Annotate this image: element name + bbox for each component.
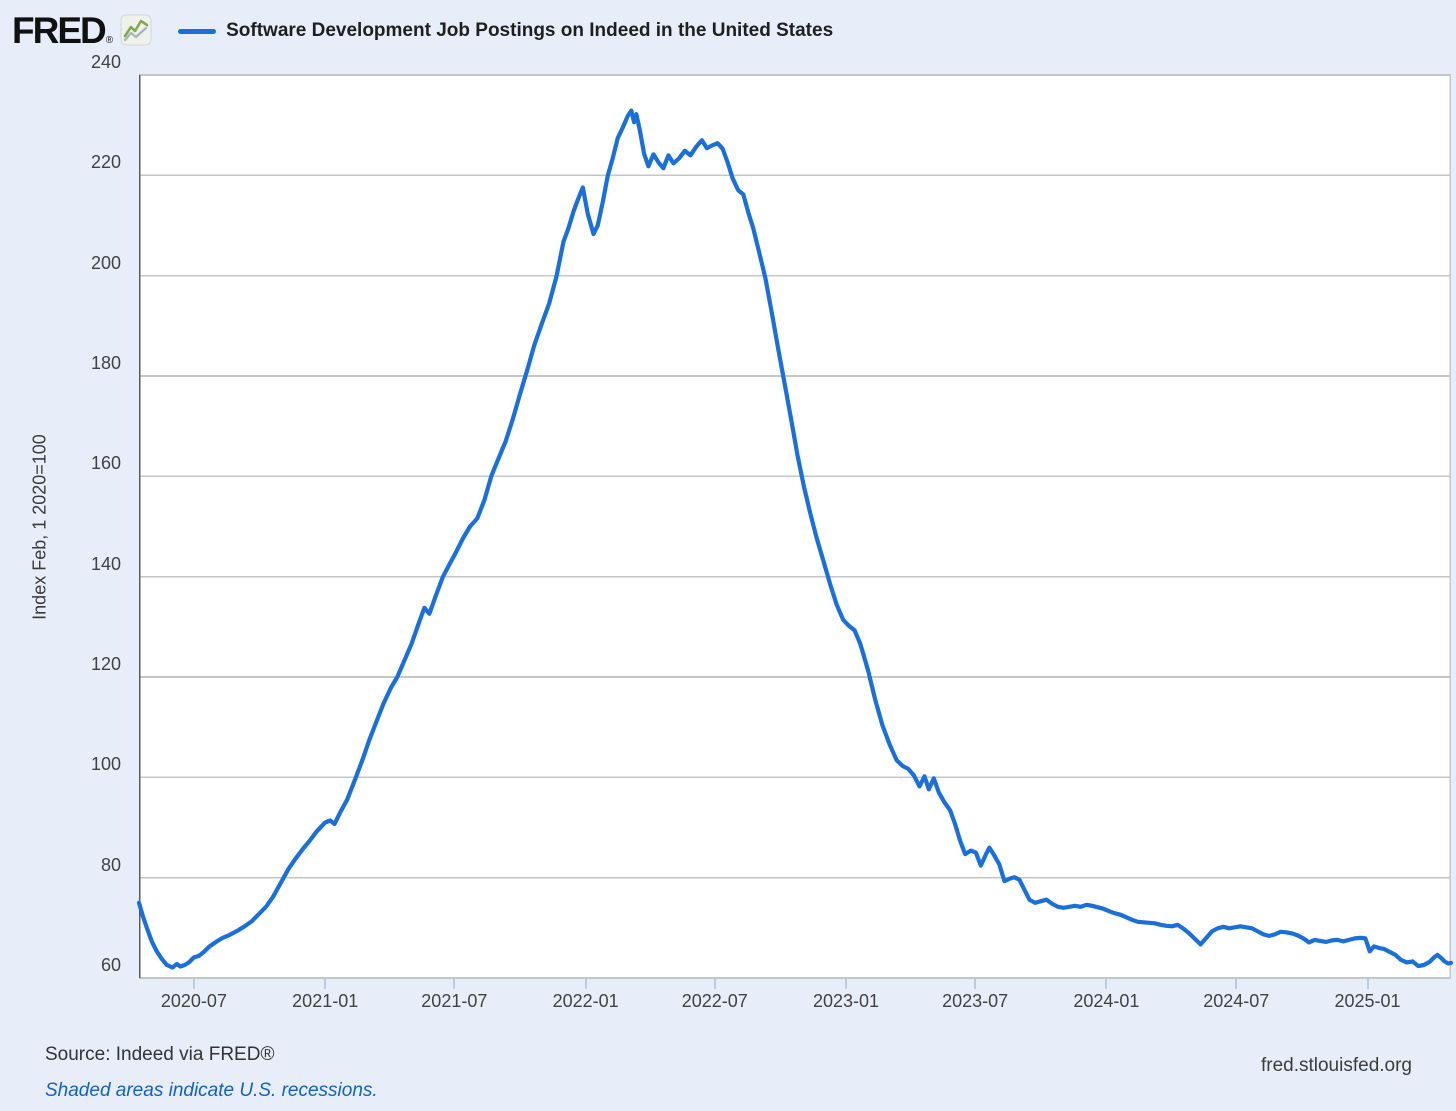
- data-line: [136, 108, 1454, 970]
- x-tick-mark: [453, 979, 456, 989]
- x-tick-mark: [192, 979, 195, 989]
- fred-sparkline-icon: [120, 14, 152, 46]
- x-tick-mark: [845, 979, 847, 989]
- y-tick-label: 120: [90, 654, 121, 674]
- y-tick-label: 220: [90, 152, 121, 173]
- y-tick-label: 160: [90, 453, 121, 474]
- x-tick-label: 2024-01: [1073, 991, 1140, 1011]
- x-tick-label: 2023-07: [942, 991, 1009, 1011]
- y-tick-label: 60: [100, 955, 121, 975]
- x-tick-mark: [1366, 979, 1369, 989]
- y-tick-label: 80: [100, 854, 121, 875]
- y-tick-label: 140: [90, 553, 121, 574]
- x-tick-label: 2022-07: [681, 991, 748, 1011]
- x-tick-mark: [1235, 979, 1238, 989]
- x-tick-mark: [584, 979, 587, 989]
- x-tick-mark: [713, 979, 716, 989]
- y-tick-label: 240: [90, 52, 121, 72]
- x-tick-label: 2022-01: [552, 991, 619, 1011]
- recessions-link[interactable]: Shaded areas indicate U.S. recessions.: [45, 1080, 378, 1101]
- x-tick-label: 2020-07: [160, 991, 227, 1011]
- registered-trademark: ®: [105, 35, 114, 46]
- legend: Software Development Job Postings on Ind…: [178, 20, 833, 42]
- x-tick-mark: [1105, 979, 1108, 989]
- y-tick-label: 200: [90, 252, 121, 273]
- legend-line-swatch: [178, 28, 217, 34]
- x-tick-label: 2021-01: [292, 991, 359, 1011]
- chart-header: FRED ® Software Development Job Postings …: [12, 8, 833, 54]
- x-tick-label: 2021-07: [421, 991, 488, 1011]
- y-tick-label: 100: [90, 754, 121, 775]
- site-link[interactable]: fred.stlouisfed.org: [1260, 1055, 1412, 1076]
- source-note: Source: Indeed via FRED®: [45, 1044, 275, 1065]
- plot-area: [136, 74, 1454, 979]
- chart-canvas: [136, 74, 1454, 979]
- y-tick-label: 180: [90, 353, 121, 373]
- x-tick-label: 2025-01: [1334, 991, 1401, 1011]
- x-tick-mark: [324, 979, 327, 989]
- x-tick-label: 2024-07: [1203, 991, 1270, 1011]
- x-tick-mark: [974, 979, 977, 989]
- legend-label: Software Development Job Postings on Ind…: [226, 20, 834, 41]
- fred-logo-text: FRED: [12, 10, 107, 51]
- x-tick-label: 2023-01: [812, 991, 880, 1011]
- fred-logo[interactable]: FRED ®: [12, 10, 116, 51]
